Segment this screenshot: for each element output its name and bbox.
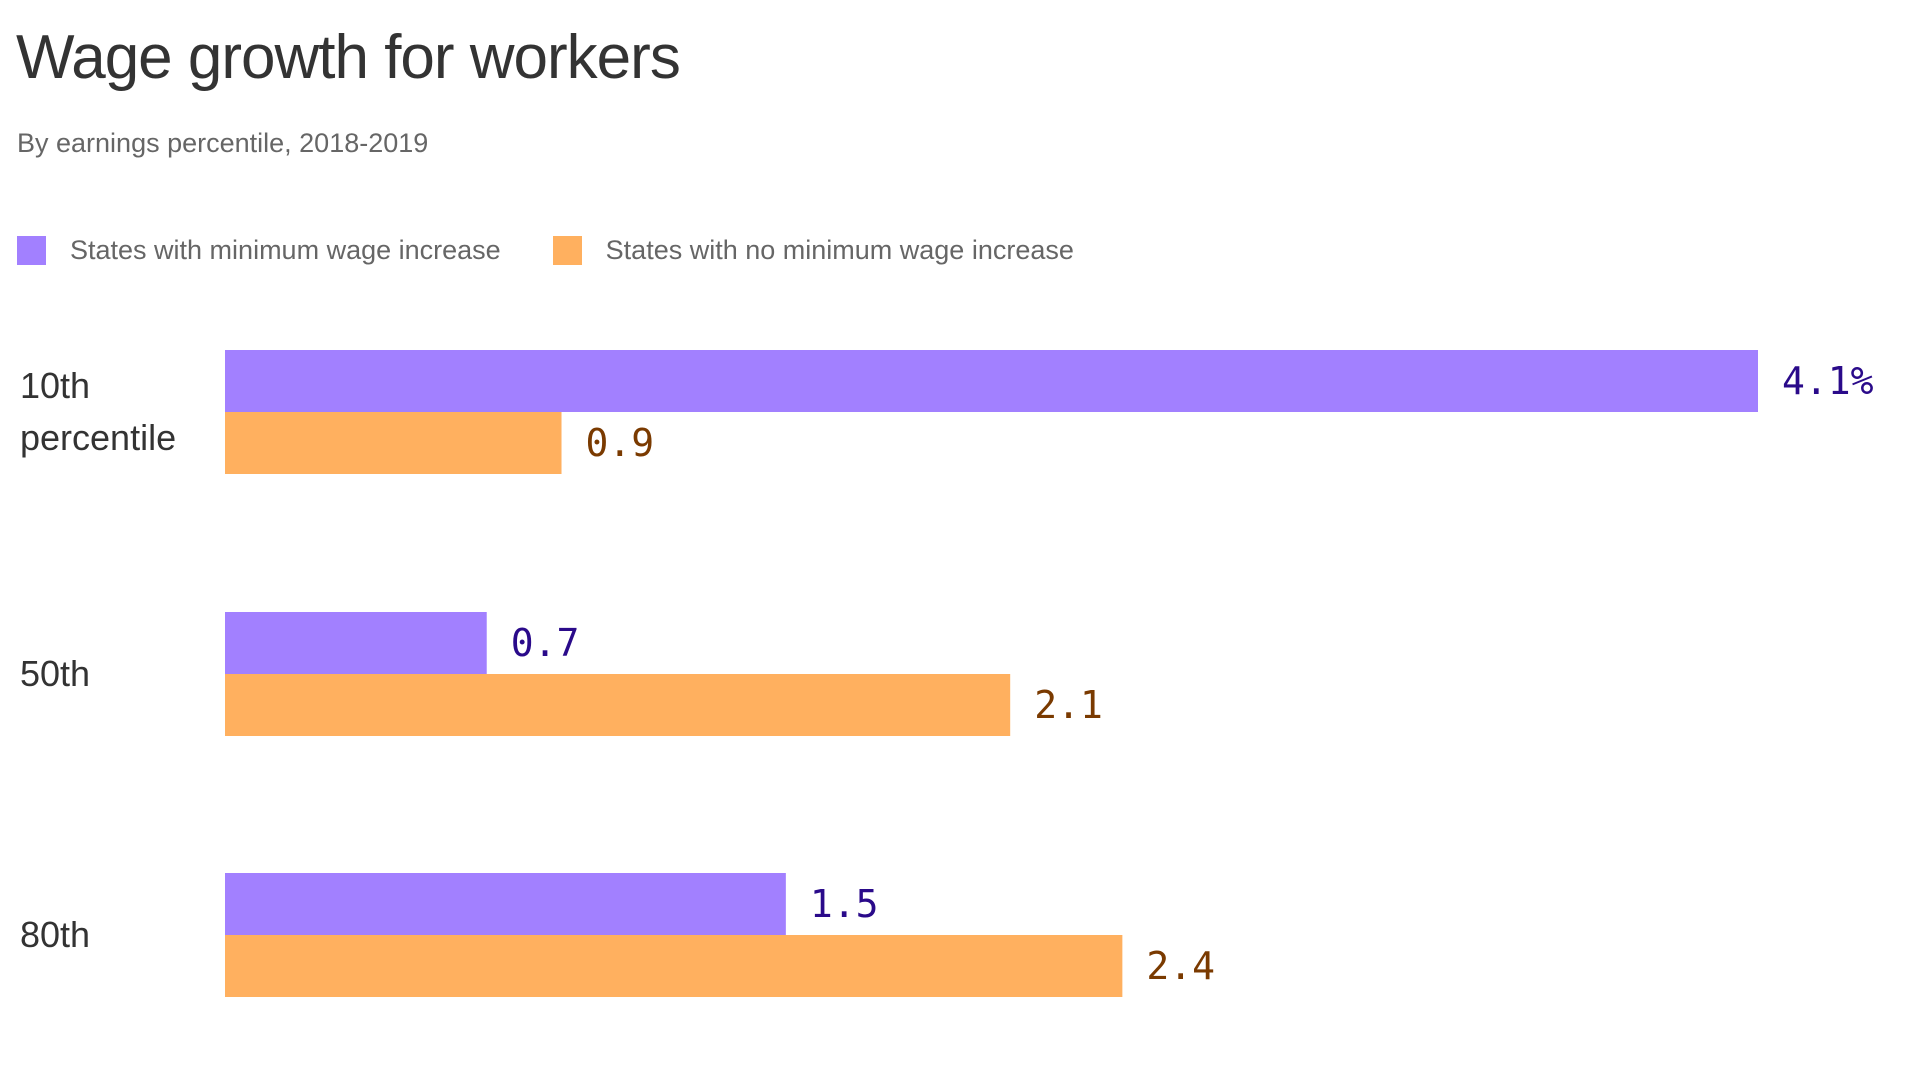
category-label: 50th — [20, 653, 90, 694]
legend-label-series-a: States with minimum wage increase — [70, 234, 501, 265]
legend: States with minimum wage increase States… — [17, 234, 1126, 266]
legend-item-series-b: States with no minimum wage increase — [552, 234, 1074, 266]
bar — [225, 350, 1758, 412]
data-label: 0.7 — [511, 621, 580, 665]
category-label-line: 10th — [20, 365, 90, 406]
category-label-line: 50th — [20, 653, 90, 694]
data-label: 4.1% — [1782, 359, 1874, 403]
legend-swatch-series-a — [17, 235, 46, 265]
bar — [225, 935, 1123, 997]
category-label: 10th percentile — [20, 365, 176, 458]
bar — [225, 873, 786, 935]
bar — [225, 612, 487, 674]
chart-title: Wage growth for workers — [16, 23, 681, 92]
legend-label-series-b: States with no minimum wage increase — [605, 234, 1074, 265]
data-label: 2.4 — [1146, 944, 1215, 988]
data-label: 2.1 — [1034, 683, 1103, 727]
bar — [225, 674, 1011, 736]
data-label: 0.9 — [586, 421, 655, 465]
chart-subtitle: By earnings percentile, 2018-2019 — [17, 128, 429, 158]
category-label-line: 80th — [20, 914, 90, 955]
bar — [225, 412, 562, 474]
data-label: 1.5 — [810, 882, 879, 926]
category-label: 80th — [20, 914, 90, 955]
legend-item-series-a: States with minimum wage increase — [17, 235, 501, 266]
category-label-line: percentile — [20, 417, 176, 458]
legend-swatch-series-b — [552, 235, 582, 265]
